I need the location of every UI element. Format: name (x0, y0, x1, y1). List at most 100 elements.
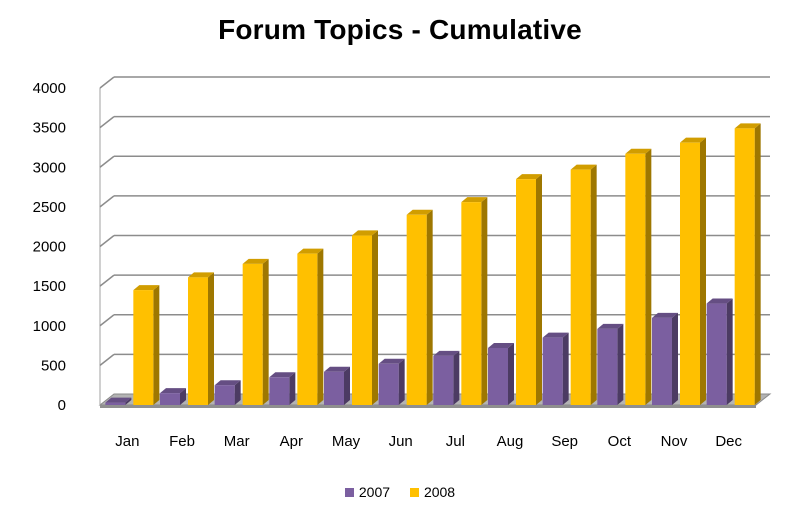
bar-top (433, 350, 460, 356)
gridline-diagonal (99, 353, 115, 366)
x-tick-label-apr: Apr (280, 433, 303, 450)
bar-top (516, 174, 542, 180)
legend-label-2008: 2008 (423, 484, 456, 500)
x-tick-label-oct: Oct (608, 433, 632, 450)
gridline-diagonal (99, 76, 115, 89)
bar-top (105, 397, 132, 403)
bar-top (133, 285, 160, 291)
bar-2007-jul (433, 350, 460, 405)
bar-side (208, 272, 214, 405)
bar-side (590, 164, 597, 405)
bar-front (734, 128, 755, 406)
bar-2008-dec (734, 123, 761, 406)
bar-top (625, 148, 652, 154)
legend-label-2007: 2007 (358, 484, 391, 500)
bar-top (160, 388, 186, 394)
bar-2007-nov (652, 312, 678, 405)
bar-side (726, 298, 733, 405)
bar-side (372, 230, 378, 405)
bar-2007-jun (378, 358, 405, 405)
bar-top (242, 258, 269, 264)
gridline-diagonal (99, 155, 115, 168)
bar-front (378, 363, 399, 405)
bar-side (672, 312, 678, 405)
x-tick-label-nov: Nov (661, 433, 688, 450)
bar-front (214, 385, 235, 405)
y-tick-label: 3500 (33, 120, 66, 137)
y-tick-label: 0 (58, 397, 66, 414)
bar-side (125, 397, 132, 405)
bar-front (352, 235, 372, 405)
bar-top (324, 366, 350, 372)
bar-top (406, 209, 433, 215)
bar-2008-sep (570, 164, 597, 405)
bar-side (317, 248, 324, 405)
bar-top (214, 380, 241, 386)
bar-top (352, 230, 378, 236)
bar-2008-jul (461, 197, 488, 405)
gridline-diagonal (99, 314, 115, 327)
bar-top (734, 123, 761, 129)
bar-front (680, 142, 700, 405)
bar-2008-mar (242, 258, 269, 405)
bar-front (706, 303, 727, 405)
bar-2007-oct (597, 323, 624, 405)
bar-2007-may (324, 366, 350, 405)
bar-top (269, 372, 296, 378)
bar-side (508, 342, 514, 405)
bar-2008-feb (188, 272, 214, 405)
bar-top (378, 358, 405, 364)
bar-2007-mar (214, 380, 241, 405)
bar-front (542, 337, 563, 405)
y-tick-label: 1000 (33, 318, 66, 335)
bar-side (234, 380, 241, 405)
bar-2007-sep (542, 332, 569, 405)
bar-2007-apr (269, 372, 296, 405)
bar-2007-jan (105, 397, 132, 405)
bar-side (754, 123, 761, 405)
bar-2008-jan (133, 285, 160, 405)
bar-2008-may (352, 230, 378, 405)
bar-side (153, 285, 160, 405)
bar-side (262, 258, 269, 405)
bar-side (645, 148, 652, 405)
x-tick-label-dec: Dec (715, 433, 742, 450)
bar-2007-dec (706, 298, 733, 405)
y-tick-label: 500 (41, 357, 66, 374)
bar-2007-aug (488, 342, 514, 405)
legend: 2007 2008 (0, 484, 800, 500)
gridline-diagonal (99, 274, 115, 287)
bar-2007-feb (160, 388, 186, 405)
legend-swatch-2008 (409, 488, 419, 497)
bar-front (188, 277, 208, 405)
bar-side (398, 358, 405, 405)
y-tick-label: 2500 (33, 199, 66, 216)
bar-2008-jun (406, 209, 433, 405)
bar-2008-oct (625, 148, 652, 405)
bar-side (289, 372, 296, 405)
bar-front (160, 393, 180, 405)
y-tick-label: 2000 (33, 239, 66, 256)
bar-side (180, 388, 186, 405)
y-tick-label: 1500 (33, 278, 66, 295)
x-tick-label-jun: Jun (389, 433, 413, 450)
bar-front (105, 402, 126, 405)
chart-title: Forum Topics - Cumulative (218, 14, 582, 45)
x-tick-label-feb: Feb (169, 433, 195, 450)
bar-top (488, 342, 514, 348)
bar-side (426, 209, 433, 405)
bar-top (542, 332, 569, 338)
bar-front (597, 328, 618, 405)
x-tick-label-jan: Jan (115, 433, 139, 450)
bar-front (625, 153, 646, 405)
bar-front (133, 290, 154, 405)
bar-top (706, 298, 733, 304)
x-tick-label-jul: Jul (446, 433, 465, 450)
bar-front (406, 214, 427, 405)
x-tick-label-may: May (332, 433, 361, 450)
bar-front (433, 355, 454, 405)
bar-side (617, 323, 624, 405)
bar-top (461, 197, 488, 203)
legend-item-2007: 2007 (344, 484, 391, 500)
